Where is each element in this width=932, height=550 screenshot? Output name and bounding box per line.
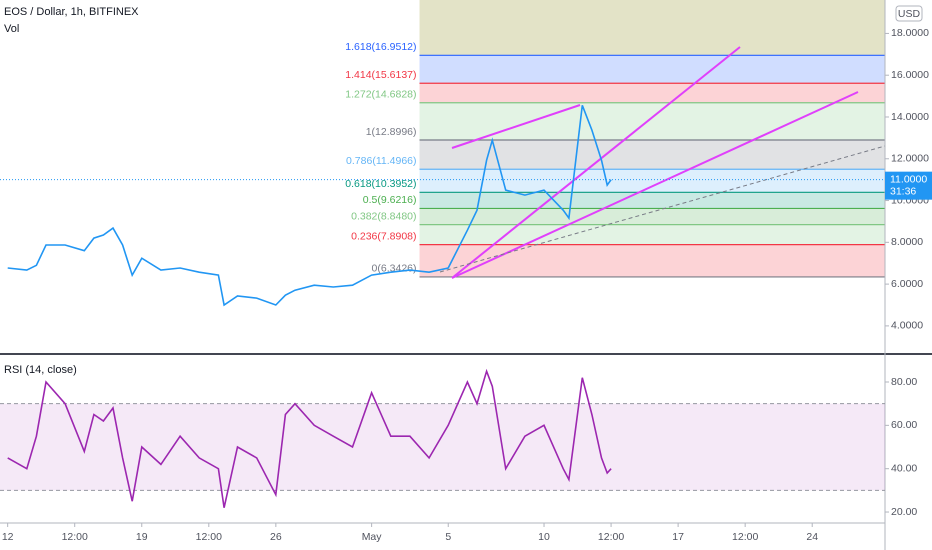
- fib-label: 0.236(7.8908): [351, 230, 416, 242]
- fib-zone: [419, 0, 885, 56]
- y-tick-label: 14.0000: [891, 111, 929, 123]
- fib-zone: [419, 139, 885, 170]
- fib-label: 0.382(8.8480): [351, 210, 416, 222]
- channel-top: [451, 46, 741, 279]
- x-tick-label: 12:00: [732, 531, 758, 543]
- fib-label: 1(12.8996): [366, 126, 417, 138]
- y-tick-label: 8.0000: [891, 236, 923, 248]
- fib-label: 1.272(14.6828): [345, 89, 416, 101]
- fib-label: 0.786(11.4966): [346, 155, 416, 167]
- y-tick-label: 80.00: [891, 376, 917, 388]
- series-line: [7, 105, 612, 307]
- x-tick-label: 24: [806, 531, 818, 543]
- fib-zones: 0(6.3426) 0.236(7.8908) 0.382(8.8480) 0.5(9…: [345, 0, 885, 278]
- fib-zone: [419, 83, 885, 103]
- fib-zone: [419, 169, 885, 193]
- rsi-band: [0, 403, 885, 491]
- fib-zone: [419, 102, 885, 140]
- fib-zone: [419, 244, 885, 277]
- series-line: [7, 368, 612, 508]
- y-tick-label: 18.0000: [891, 27, 929, 39]
- x-tick-label: 19: [136, 531, 148, 543]
- y-tick-label: 12.0000: [891, 153, 929, 165]
- fib-zone: [419, 224, 885, 245]
- x-tick-label: 12:00: [62, 531, 88, 543]
- channel-upper: [451, 104, 581, 149]
- x-tick-label: 12:00: [598, 531, 624, 543]
- fib-zone: [419, 55, 885, 84]
- y-tick-label: 40.00: [891, 462, 917, 474]
- currency[interactable]: USD: [898, 8, 921, 20]
- fib-label: 1.618(16.9512): [345, 41, 416, 53]
- symbol-title: EOS / Dollar, 1h, BITFINEX: [4, 6, 139, 18]
- currency-box[interactable]: [895, 5, 923, 22]
- y-tick-label: 16.0000: [891, 69, 929, 81]
- x-tick-label: May: [362, 531, 383, 543]
- x-tick-label: 12: [2, 531, 14, 543]
- x-tick-label: 26: [270, 531, 282, 543]
- rsi-title: RSI (14, close): [4, 364, 77, 376]
- y-tick-label: 4.0000: [891, 320, 923, 332]
- volume-label: Vol: [4, 23, 19, 35]
- x-tick-label: 12:00: [196, 531, 222, 543]
- y-tick-label: 20.00: [891, 506, 917, 518]
- last-price-box: [885, 171, 932, 200]
- fib-label: 0.5(9.6216): [363, 194, 417, 206]
- fib-label: 0.618(10.3952): [345, 178, 416, 190]
- trend-dashed: [439, 145, 886, 273]
- y-tick-label: 60.00: [891, 419, 917, 431]
- last-price-label: 11.0000: [890, 173, 927, 185]
- fib-label: 1.414(15.6137): [345, 69, 416, 81]
- y-tick-label: 6.0000: [891, 278, 923, 290]
- x-tick-label: 5: [445, 531, 451, 543]
- x-tick-label: 17: [672, 531, 684, 543]
- fib-zone: [419, 208, 885, 225]
- countdown: 31:36: [890, 185, 916, 197]
- x-tick-label: 10: [538, 531, 550, 543]
- fib-label: 0(6.3426): [372, 263, 417, 275]
- channel-bottom: [451, 91, 859, 279]
- fib-zone: [419, 192, 885, 209]
